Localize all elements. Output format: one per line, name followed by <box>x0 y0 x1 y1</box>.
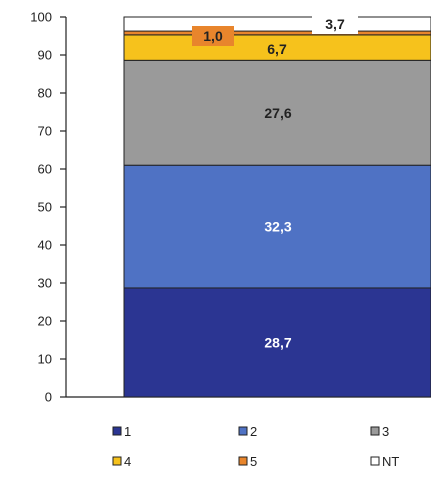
y-axis: 0 10 20 30 40 50 60 70 80 90 100 <box>30 10 431 405</box>
y-tick-label: 20 <box>38 314 52 329</box>
data-label-4: 6,7 <box>267 41 287 57</box>
data-label-nt-box <box>312 14 358 34</box>
legend-label: 3 <box>382 424 389 439</box>
data-label-3: 27,6 <box>264 105 291 121</box>
data-label-1: 28,7 <box>264 334 291 350</box>
data-label-nt: 3,7 <box>325 16 345 32</box>
legend-item-1: 1 <box>112 424 131 439</box>
legend-label: 4 <box>124 454 131 469</box>
y-tick-label: 50 <box>38 200 52 215</box>
legend-item-nt: NT <box>370 454 399 469</box>
bar-segment-1 <box>123 287 431 398</box>
legend-item-5: 5 <box>238 454 257 469</box>
legend-item-4: 4 <box>112 454 131 469</box>
y-tick-label: 30 <box>38 276 52 291</box>
y-tick-label: 80 <box>38 86 52 101</box>
legend-item-3: 3 <box>370 424 389 439</box>
bar-stack <box>123 16 431 398</box>
legend-label: 1 <box>124 424 131 439</box>
y-tick-label: 100 <box>30 10 52 25</box>
bar-segment-5 <box>123 30 431 36</box>
legend: 1 2 3 4 5 NT <box>112 424 399 469</box>
y-tick-label: 90 <box>38 48 52 63</box>
legend-item-2: 2 <box>238 424 257 439</box>
legend-swatch <box>112 426 122 436</box>
legend-swatch <box>370 426 380 436</box>
legend-swatch <box>238 456 248 466</box>
data-label-5-box <box>192 26 234 46</box>
y-tick-label: 0 <box>45 390 52 405</box>
y-tick-label: 40 <box>38 238 52 253</box>
bar-segment-nt <box>123 16 431 32</box>
legend-label: 2 <box>250 424 257 439</box>
data-label-5: 1,0 <box>203 28 223 44</box>
bar-segment-2 <box>123 164 431 289</box>
legend-swatch <box>112 456 122 466</box>
data-label-2: 32,3 <box>264 219 291 235</box>
legend-label: NT <box>382 454 399 469</box>
legend-swatch <box>238 426 248 436</box>
bar-segment-3 <box>123 59 431 166</box>
bar-segment-4 <box>123 34 431 61</box>
legend-label: 5 <box>250 454 257 469</box>
y-tick-label: 70 <box>38 124 52 139</box>
y-tick-label: 60 <box>38 162 52 177</box>
data-labels: 28,7 32,3 27,6 6,7 1,0 3,7 <box>192 14 358 350</box>
legend-swatch <box>370 456 380 466</box>
y-tick-label: 10 <box>38 352 52 367</box>
